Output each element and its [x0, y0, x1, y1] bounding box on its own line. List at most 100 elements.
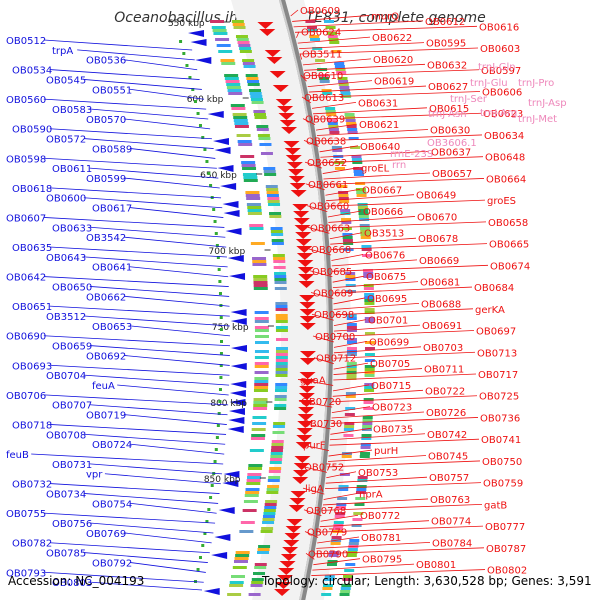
cog-block: [325, 107, 336, 110]
cog-block: [354, 503, 365, 506]
reverse-gene-arrow: [222, 480, 239, 487]
gene-label: OB0668: [311, 245, 351, 256]
cog-block: [352, 161, 363, 164]
cog-block: [358, 212, 369, 215]
cog-block: [257, 551, 270, 554]
cog-block: [238, 143, 253, 146]
gc-dot: [213, 220, 217, 223]
label-leader: [320, 150, 430, 158]
label-leader: [303, 509, 322, 517]
cog-block: [253, 284, 268, 287]
gc-dot: [198, 556, 202, 559]
gc-dot: [179, 40, 183, 43]
cog-block: [275, 314, 288, 317]
cog-block: [250, 98, 263, 101]
gene-label: OB0724: [92, 440, 132, 451]
label-leader: [43, 276, 229, 287]
forward-gene-arrow: [279, 561, 296, 568]
cog-block: [272, 431, 285, 434]
cog-block: [254, 365, 269, 368]
cog-block: [327, 119, 338, 122]
cog-block: [254, 563, 267, 566]
track-background: [230, 0, 351, 600]
cog-block: [257, 548, 270, 551]
cog-block: [230, 575, 245, 578]
cog-block: [364, 302, 375, 305]
cog-block: [237, 140, 252, 143]
cog-block: [254, 371, 269, 374]
gene-label: OB0665: [489, 240, 529, 251]
cog-block: [253, 287, 268, 290]
cog-block: [329, 551, 340, 554]
cog-block: [345, 278, 356, 281]
gene-label: OB0642: [6, 273, 46, 284]
cog-block: [355, 182, 366, 185]
gc-dot: [210, 484, 214, 487]
gc-dot: [219, 328, 223, 331]
cog-block: [326, 563, 337, 566]
label-leader: [89, 345, 230, 356]
cog-block: [275, 383, 288, 386]
cog-block: [346, 326, 357, 329]
label-leader: [322, 167, 360, 174]
gene-label: OB0551: [92, 85, 132, 96]
cog-block: [254, 350, 269, 353]
gene-label: feuB: [6, 450, 29, 461]
cog-block: [261, 527, 274, 530]
cog-block: [346, 371, 357, 374]
gc-dot: [219, 376, 223, 379]
label-leader: [322, 503, 483, 511]
gene-label: purH: [374, 446, 398, 457]
gene-label: OB0717: [478, 370, 518, 381]
cog-block: [337, 497, 348, 500]
label-leader: [321, 156, 484, 164]
gene-label: OB0681: [420, 278, 460, 289]
cog-block: [355, 497, 366, 500]
reverse-gene-arrow: [230, 309, 247, 316]
gene-label: OB0652: [307, 158, 347, 169]
gene-label: OB0756: [52, 519, 92, 530]
scale-mark-label: 800 kbp: [210, 399, 247, 409]
label-leader: [297, 379, 334, 386]
forward-gene-arrow: [299, 323, 316, 330]
cog-block: [343, 428, 354, 431]
gc-dot: [216, 256, 220, 259]
gc-dot: [217, 412, 221, 415]
cog-block: [245, 74, 258, 77]
gene-label: OB0795: [362, 555, 402, 566]
cog-block: [322, 92, 333, 95]
cog-block: [248, 467, 263, 470]
cog-block: [225, 80, 240, 83]
cog-block: [248, 593, 261, 596]
cog-block: [348, 542, 359, 545]
cog-block: [252, 257, 267, 260]
cog-block: [264, 173, 277, 176]
gene-label: OB0632: [427, 60, 467, 71]
cog-block: [242, 173, 257, 176]
label-leader: [83, 315, 230, 327]
label-leader: [123, 355, 230, 366]
cog-block: [275, 320, 288, 323]
cog-block: [343, 575, 354, 578]
gc-dot: [196, 568, 200, 571]
cog-block: [240, 521, 255, 524]
rna-label: trnJ-Met: [518, 114, 557, 125]
cog-block: [244, 494, 259, 497]
label-leader: [333, 346, 422, 354]
cog-block: [254, 326, 269, 329]
gc-dot: [191, 88, 195, 91]
gene-label: OB0735: [373, 424, 413, 435]
cog-block: [330, 542, 341, 545]
label-leader: [43, 571, 204, 583]
cog-block: [211, 26, 226, 29]
cog-block: [268, 476, 281, 479]
label-leader: [327, 455, 427, 462]
cog-block: [343, 242, 354, 245]
label-leader: [332, 281, 419, 289]
cog-block: [274, 281, 287, 284]
gene-label: purF: [303, 441, 326, 452]
cog-block: [270, 449, 283, 452]
rna-label: rrn: [392, 160, 406, 171]
label-leader: [333, 373, 477, 381]
